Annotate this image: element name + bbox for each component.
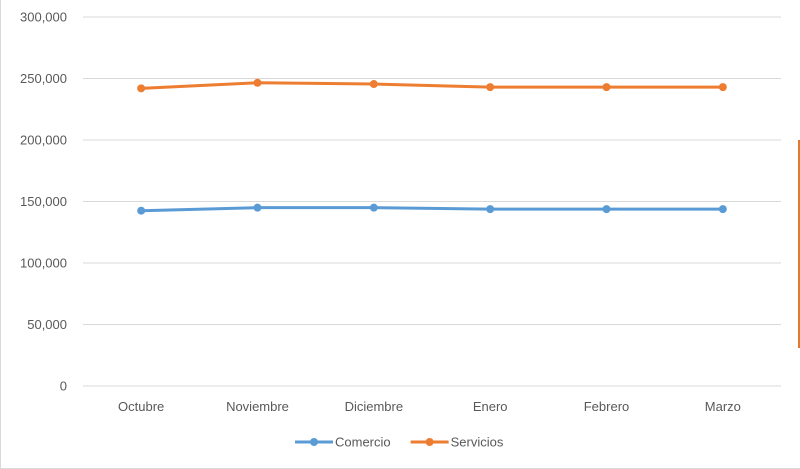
x-tick-label: Febrero bbox=[584, 399, 630, 414]
data-point bbox=[253, 203, 262, 212]
series-line bbox=[139, 206, 725, 213]
x-tick-label: Diciembre bbox=[345, 399, 404, 414]
legend-swatch-marker bbox=[425, 438, 434, 446]
x-tick-label: Enero bbox=[473, 399, 508, 414]
x-tick-label: Octubre bbox=[118, 399, 164, 414]
edge-decoration bbox=[798, 140, 800, 348]
series-lines bbox=[137, 78, 727, 215]
data-point bbox=[369, 203, 378, 212]
data-point bbox=[253, 78, 262, 87]
data-point bbox=[486, 83, 495, 92]
legend-swatch-marker bbox=[310, 438, 318, 446]
data-point bbox=[718, 205, 727, 214]
x-tick-label: Marzo bbox=[705, 399, 741, 414]
data-point bbox=[602, 83, 611, 92]
series-comercio bbox=[137, 203, 727, 215]
data-point bbox=[137, 206, 146, 215]
y-tick-label: 150,000 bbox=[20, 194, 67, 209]
y-tick-label: 0 bbox=[60, 379, 67, 394]
legend-label: Comercio bbox=[335, 435, 391, 450]
y-tick-label: 50,000 bbox=[27, 317, 67, 332]
y-axis-ticks: 0 50,000 100,000 150,000 200,000 250,000 300,0… bbox=[20, 10, 67, 394]
series-line bbox=[139, 81, 725, 90]
y-tick-label: 250,000 bbox=[20, 71, 67, 86]
data-point bbox=[486, 205, 495, 214]
data-point bbox=[137, 84, 146, 93]
x-tick-label: Noviembre bbox=[226, 399, 289, 414]
legend-item: Servicios bbox=[410, 435, 504, 450]
series-servicios bbox=[137, 78, 727, 93]
y-tick-label: 300,000 bbox=[20, 10, 67, 25]
y-tick-label: 100,000 bbox=[20, 256, 67, 271]
data-point bbox=[602, 205, 611, 214]
y-tick-label: 200,000 bbox=[20, 133, 67, 148]
legend-item: Comercio bbox=[295, 435, 391, 450]
gridlines bbox=[83, 16, 781, 387]
x-axis-ticks: Octubre Noviembre Diciembre Enero Febrero Mar… bbox=[118, 399, 741, 414]
data-point bbox=[718, 83, 727, 92]
legend-label: Servicios bbox=[451, 435, 504, 450]
legend: Comercio Servicios bbox=[295, 435, 504, 450]
data-point bbox=[369, 80, 378, 89]
